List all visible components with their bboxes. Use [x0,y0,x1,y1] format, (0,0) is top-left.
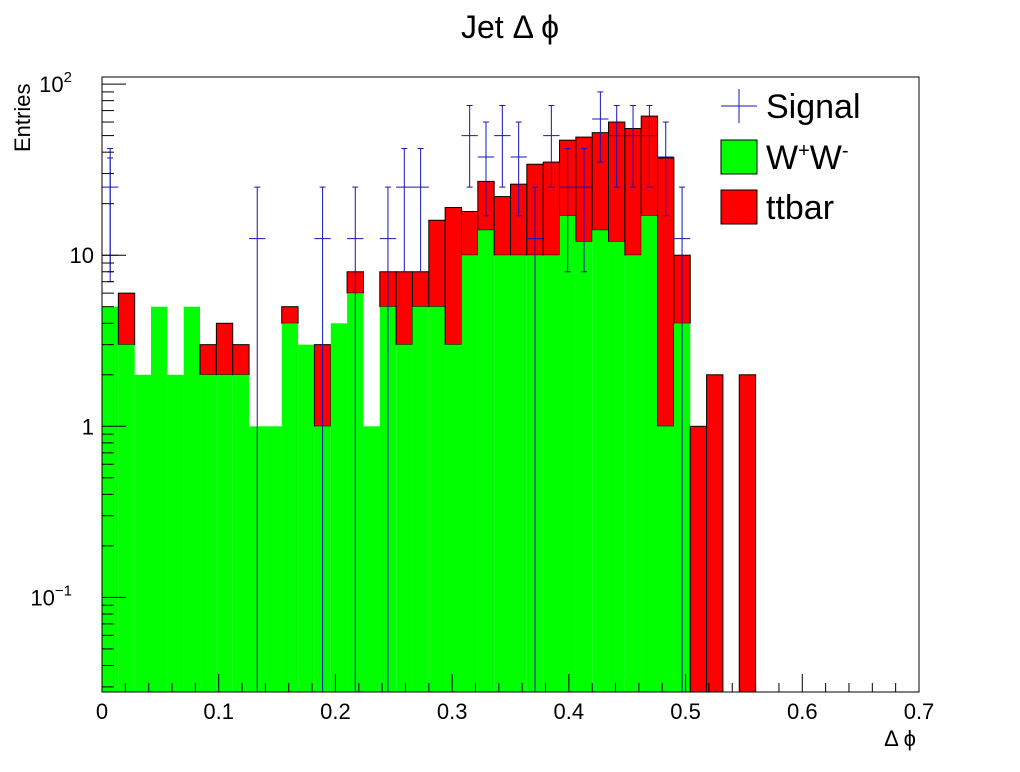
y-tick-label: 1 [82,414,94,439]
ww-bar [200,374,217,692]
ww-bar [363,426,380,692]
y-tick-label: 10−1 [30,582,72,610]
ww-bar [216,374,233,692]
ww-bar [167,374,184,692]
ww-bar [608,241,625,692]
stacked-bars [102,115,757,693]
ww-bar [461,255,478,693]
y-axis-label: Entries [10,84,35,152]
signal-point [477,121,495,217]
signal-point [314,186,331,692]
y-tick-label: 102 [39,69,72,97]
ttbar-bar [281,306,299,324]
chart-title: Jet Δ ϕ [461,9,559,45]
signal-point [510,121,527,217]
ww-bar [298,344,315,692]
signal-point [249,186,266,692]
signal-point [657,121,674,217]
x-axis-label: Δ ϕ [884,726,916,751]
signal-point [673,186,691,692]
legend-item-signal: Signal [721,88,861,126]
ww-bar [330,323,348,692]
signal-point [379,186,397,692]
x-tick-label: 0.5 [670,699,701,724]
ttbar-bar [199,344,217,376]
signal-point [526,186,544,692]
ww-bar [396,344,413,692]
signal-point [494,104,511,188]
x-tick-label: 0.3 [437,699,468,724]
legend-swatch [720,139,758,175]
plot-frame [101,76,920,693]
ww-bar [281,323,299,692]
x-tick-label: 0.2 [320,699,351,724]
ttbar-bar [117,292,136,346]
legend-item-ttbar: ttbar [720,189,834,227]
ttbar-bar [215,322,234,376]
ww-bar [477,230,495,692]
signal-point [641,104,658,188]
ttbar-bar [428,219,446,308]
legend-label: Signal [766,88,861,126]
signal-point [412,148,429,273]
ww-bar [102,306,119,692]
ww-bar [183,306,201,692]
x-tick-label: 0.6 [787,699,818,724]
ww-bar [151,306,168,692]
signal-point [396,148,413,273]
ttbar-bar [444,206,462,346]
signal-point [575,148,593,273]
signal-point [559,148,576,273]
signal-points [102,91,691,692]
signal-point [608,104,625,188]
ttbar-bar [411,271,430,308]
ww-bar [657,426,674,692]
ww-bar [134,374,152,692]
x-tick-label: 0 [96,699,108,724]
ttbar-bar [706,374,724,693]
signal-point [624,104,642,188]
x-tick-label: 0.1 [203,699,234,724]
signal-point [347,186,364,692]
ww-bar [265,426,282,692]
ttbar-bar [232,344,250,376]
ww-bar [118,344,135,692]
legend-swatch [720,189,758,225]
ww-bar [543,255,560,693]
signal-point [461,104,478,188]
x-tick-label: 0.4 [554,699,585,724]
x-axis: 0 0.1 0.2 0.3 0.4 0.5 0.6 0.7 [96,674,934,724]
signal-point [543,104,560,188]
signal-point [592,91,609,163]
legend-label: W+W- [766,139,849,177]
ww-bar [412,306,429,692]
y-axis: 10−1 1 10 102 [30,69,126,688]
ttbar-bar [689,425,708,693]
ttbar-bar [738,374,757,693]
legend-label: ttbar [766,189,834,227]
ww-bar [559,215,576,692]
legend-item-ww: W+W- [720,139,849,177]
ww-bar [428,306,446,692]
ttbar-bar [460,211,479,256]
ww-bar [445,344,462,692]
ww-bar [494,255,511,693]
x-tick-label: 0.7 [904,699,935,724]
y-tick-label: 10 [70,243,94,268]
ww-bar [641,215,658,692]
ww-bar [232,374,250,692]
legend: Signal W+W-ttbar [720,88,861,227]
ww-bar [510,255,527,693]
ttbar-bar [493,196,512,256]
ww-bar [624,255,642,693]
ww-bar [575,241,593,692]
ww-bar [592,230,609,692]
ttbar-bar [395,271,413,346]
